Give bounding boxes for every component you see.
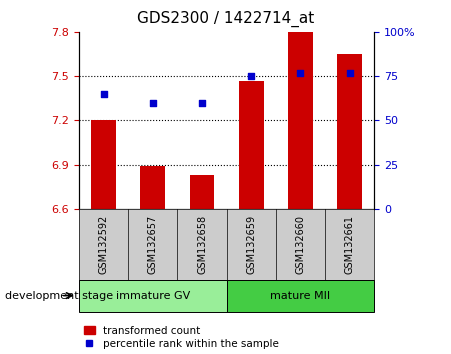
Bar [337,54,362,209]
Point [346,70,353,75]
Bar [140,166,165,209]
Text: GSM132659: GSM132659 [246,215,256,274]
Text: GDS2300 / 1422714_at: GDS2300 / 1422714_at [137,11,314,27]
Bar [226,280,374,312]
Point [248,73,255,79]
Text: GSM132658: GSM132658 [197,215,207,274]
Text: GSM132592: GSM132592 [98,215,109,274]
Text: GSM132660: GSM132660 [295,215,305,274]
Bar [190,175,214,209]
Bar [288,32,313,209]
Bar [91,120,116,209]
Text: immature GV: immature GV [115,291,190,301]
Bar [79,280,226,312]
Point [149,100,156,105]
Text: mature MII: mature MII [271,291,331,301]
Legend: transformed count, percentile rank within the sample: transformed count, percentile rank withi… [84,326,279,349]
Point [198,100,206,105]
Text: GSM132661: GSM132661 [345,215,355,274]
Point [297,70,304,75]
Point [100,91,107,97]
Text: development stage: development stage [5,291,113,301]
Text: GSM132657: GSM132657 [148,215,158,274]
Bar [239,80,263,209]
